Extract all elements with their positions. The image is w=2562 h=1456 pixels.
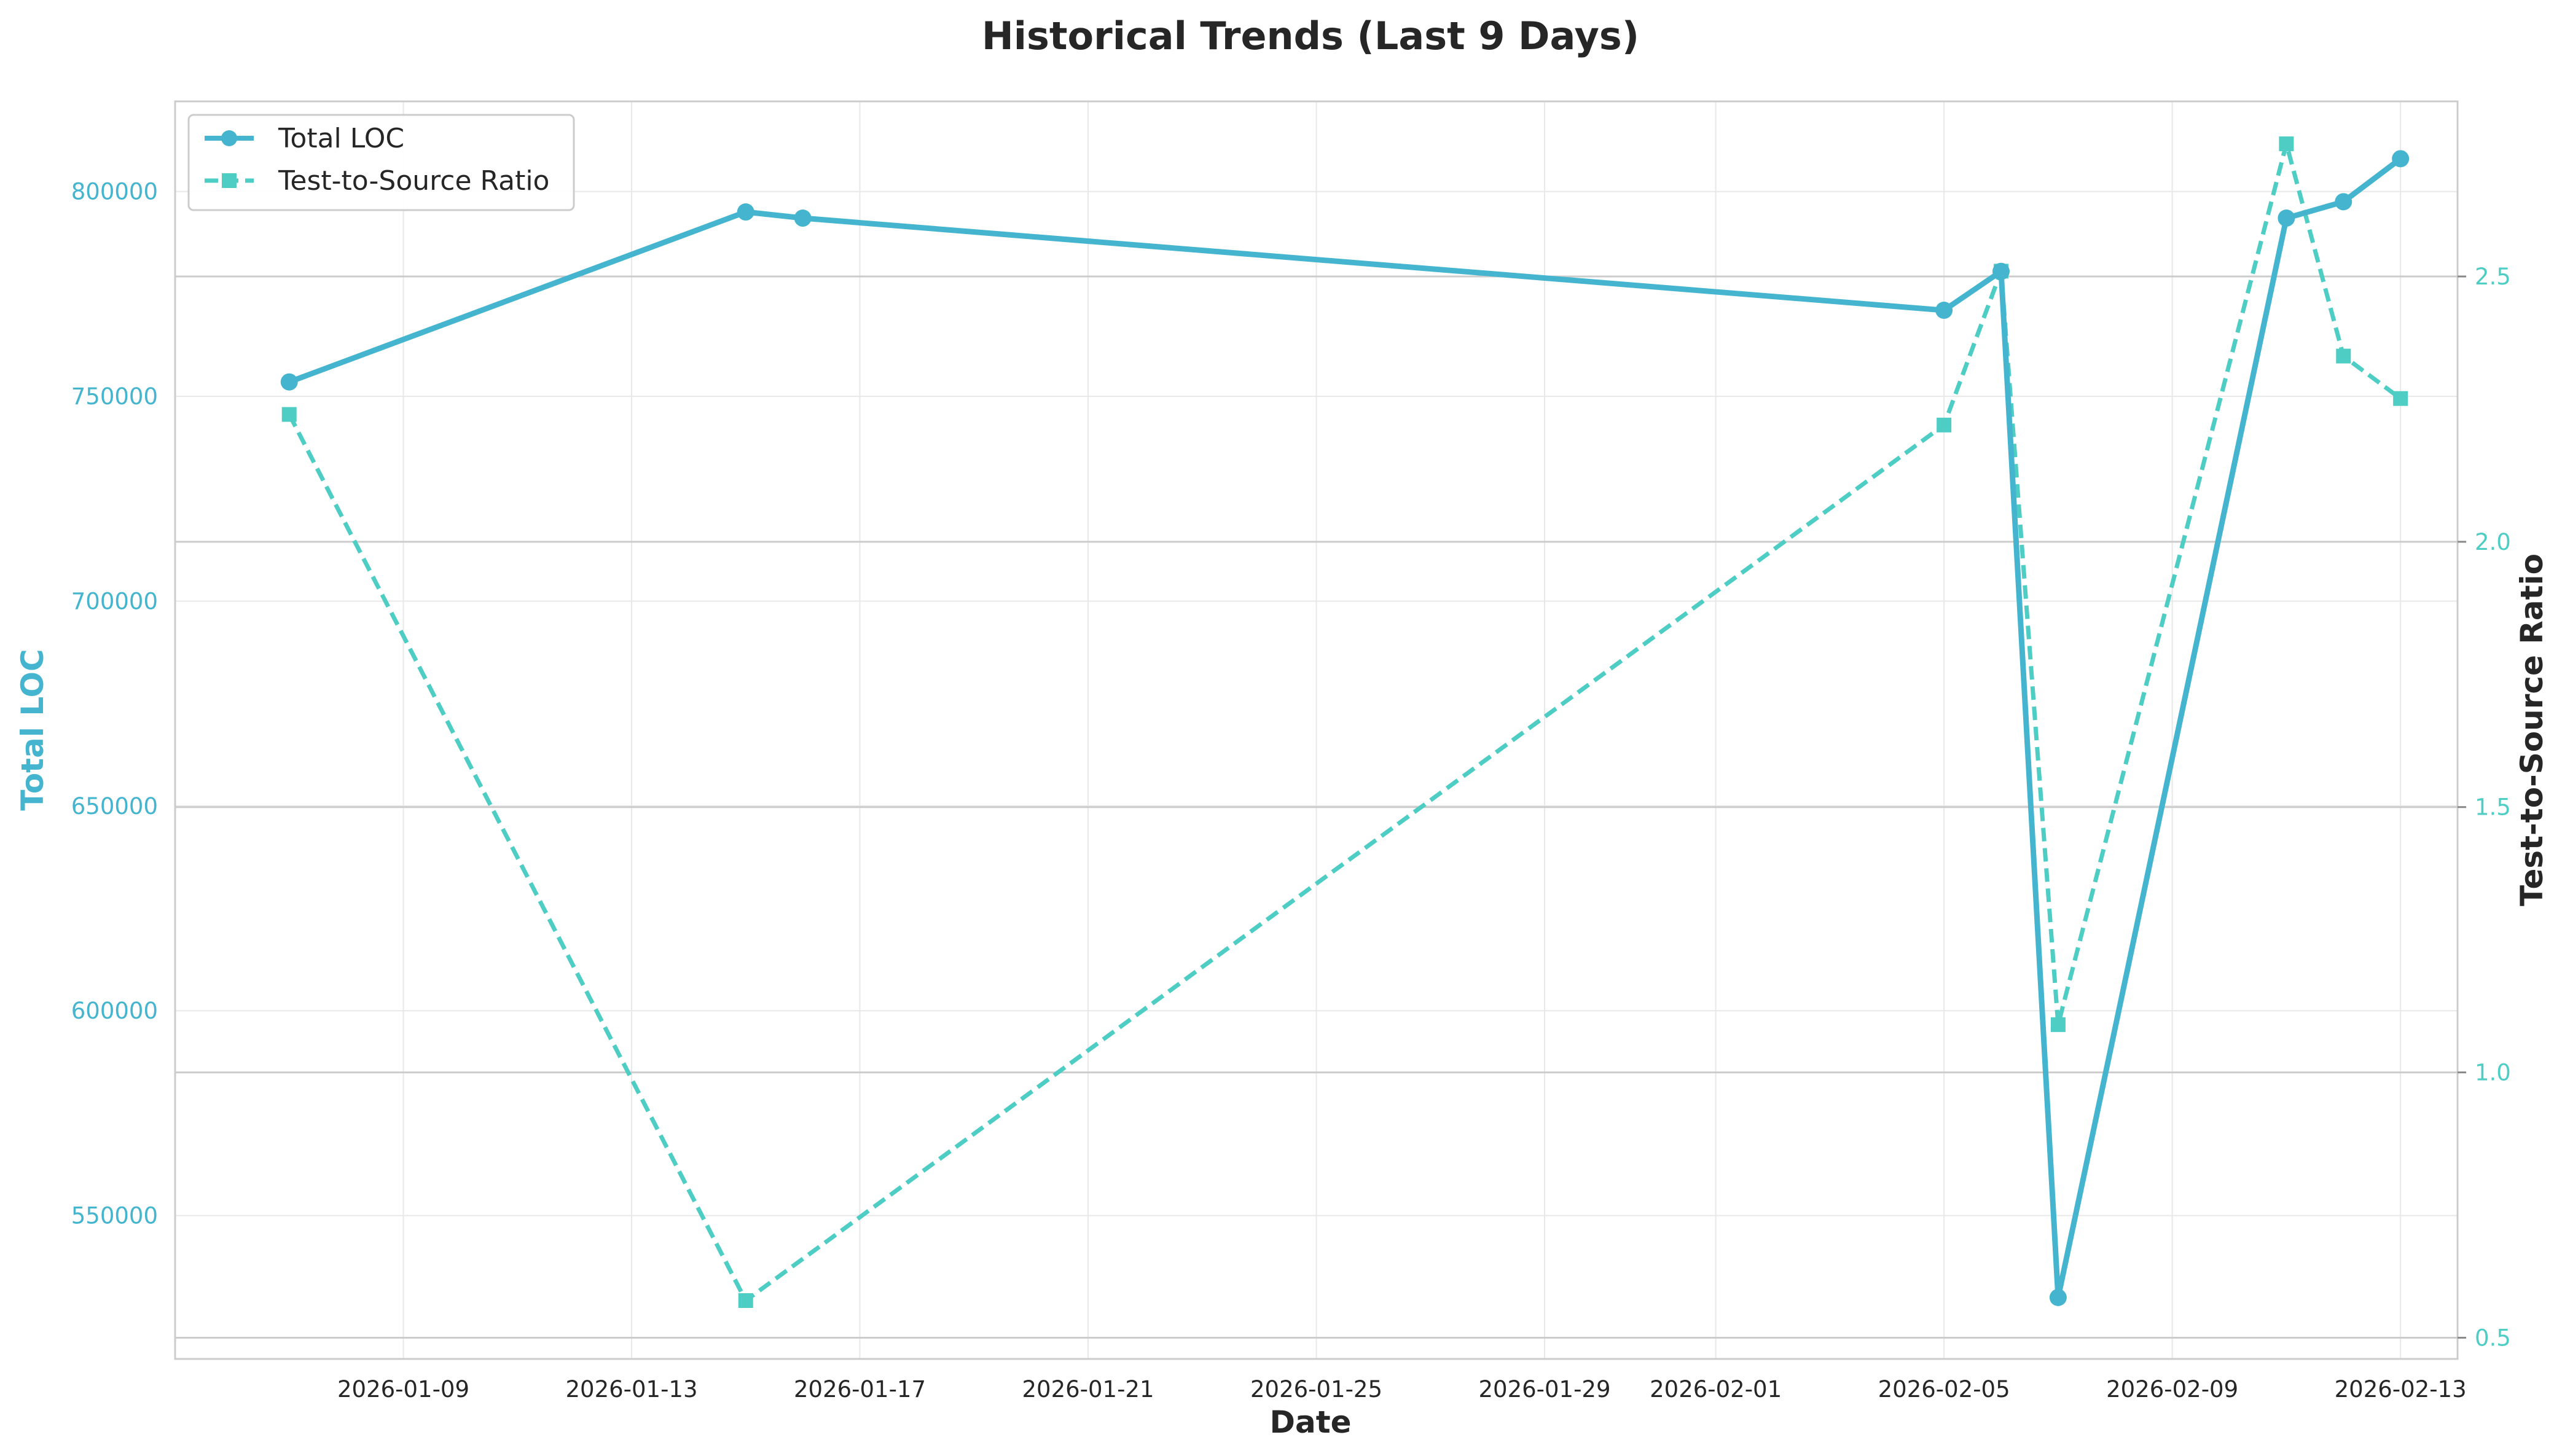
legend-marker-total-loc: [221, 130, 237, 146]
ratio-point: [1937, 417, 1952, 432]
loc-point: [1935, 302, 1953, 319]
right-tick-label: 0.5: [2475, 1325, 2511, 1351]
legend: Total LOC Test-to-Source Ratio: [187, 114, 575, 211]
right-tick-label: 2.0: [2475, 529, 2511, 555]
right-axis-ticks: 0.5 1.0 1.5 2.0 2.5: [2458, 264, 2511, 1351]
loc-point: [794, 209, 812, 227]
loc-point: [1992, 262, 2010, 280]
x-tick-label: 2026-01-13: [565, 1376, 697, 1403]
x-tick-label: 2026-01-25: [1250, 1376, 1382, 1403]
plot-area: [174, 100, 2459, 1360]
left-tick-label: 800000: [71, 179, 158, 205]
x-tick-label: 2026-01-21: [1022, 1376, 1154, 1403]
left-axis-label: Total LOC: [15, 649, 50, 810]
loc-point: [2049, 1288, 2067, 1306]
x-tick-label: 2026-01-09: [337, 1376, 469, 1403]
x-tick-label: 2026-02-05: [1878, 1376, 2010, 1403]
loc-point: [2335, 193, 2352, 211]
legend-box: [187, 114, 575, 211]
loc-point: [2278, 209, 2295, 227]
right-tick-label: 1.0: [2475, 1060, 2511, 1086]
ratio-point: [2279, 136, 2294, 152]
left-tick-label: 550000: [71, 1203, 158, 1229]
right-axis-grid: [175, 275, 2458, 1339]
loc-point: [2392, 150, 2410, 168]
x-tick-label: 2026-01-29: [1478, 1376, 1610, 1403]
left-axis-ticks: 550000 600000 650000 700000 750000 800000: [71, 179, 158, 1229]
right-axis-label: Test-to-Source Ratio: [2514, 554, 2550, 906]
left-tick-label: 650000: [71, 793, 158, 820]
ratio-point: [2336, 348, 2351, 364]
ratio-line: [287, 141, 2402, 1303]
x-tick-label: 2026-02-01: [1650, 1376, 1782, 1403]
legend-label-total-loc: Total LOC: [278, 123, 404, 154]
loc-point: [280, 373, 298, 391]
ratio-point: [2393, 391, 2408, 406]
x-axis-label: Date: [1269, 1404, 1351, 1440]
left-tick-label: 700000: [71, 588, 158, 614]
right-tick-label: 1.5: [2475, 794, 2511, 821]
ratio-point: [738, 1293, 753, 1308]
x-tick-label: 2026-02-13: [2335, 1376, 2467, 1403]
loc-point: [737, 203, 754, 221]
legend-label-ratio: Test-to-Source Ratio: [278, 165, 549, 197]
x-axis-ticks: 2026-01-09 2026-01-13 2026-01-17 2026-01-21…: [337, 1376, 2467, 1403]
x-tick-label: 2026-01-17: [794, 1376, 926, 1403]
chart-title: Historical Trends (Last 9 Days): [982, 14, 1639, 58]
left-tick-label: 600000: [71, 998, 158, 1024]
legend-marker-ratio: [222, 173, 237, 188]
series-total-loc: [280, 150, 2410, 1306]
x-tick-label: 2026-02-09: [2106, 1376, 2238, 1403]
ratio-point: [2050, 1017, 2066, 1032]
left-tick-label: 750000: [71, 383, 158, 410]
right-tick-label: 2.5: [2475, 264, 2511, 290]
ratio-point: [281, 407, 297, 422]
